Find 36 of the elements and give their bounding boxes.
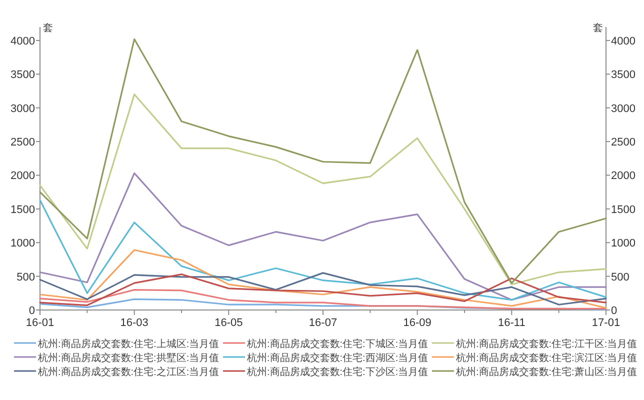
- y2label: 套: [593, 23, 603, 34]
- y2tick: 1000: [611, 238, 636, 250]
- legend-label: 杭州:商品房成交套数:住宅:滨江区:当月值: [456, 353, 638, 364]
- ytick: 3000: [10, 102, 35, 115]
- legend-label: 杭州:商品房成交套数:住宅:西湖区:当月值: [247, 353, 428, 364]
- y2tick: 2500: [611, 136, 636, 149]
- legend-label: 杭州:商品房成交套数:住宅:之江区:当月值: [38, 367, 220, 378]
- legend-label: 杭州:商品房成交套数:住宅:下沙区:当月值: [247, 367, 428, 378]
- y2tick: 3000: [611, 102, 636, 115]
- ytick: 2000: [10, 170, 35, 182]
- legend-label: 杭州:商品房成交套数:住宅:下城区:当月值: [247, 339, 428, 350]
- ytick: 1000: [10, 238, 35, 250]
- xtick: 16-07: [308, 317, 338, 329]
- legend-label: 杭州:商品房成交套数:住宅:萧山区:当月值: [456, 367, 638, 378]
- xtick: 17-01: [592, 317, 620, 329]
- y2tick: 0: [611, 305, 618, 317]
- ylabel: 套: [43, 23, 53, 34]
- legend-label: 杭州:商品房成交套数:住宅:拱墅区:当月值: [38, 353, 220, 364]
- ytick: 3500: [10, 69, 35, 82]
- xtick: 16-01: [26, 317, 54, 329]
- y2tick: 2000: [611, 170, 636, 182]
- ytick: 4000: [10, 35, 35, 48]
- xtick: 16-09: [403, 317, 432, 329]
- xtick: 16-05: [214, 317, 243, 329]
- legend-label: 杭州:商品房成交套数:住宅:上城区:当月值: [38, 339, 220, 350]
- legend-label: 杭州:商品房成交套数:住宅:江干区:当月值: [456, 339, 638, 350]
- y2tick: 3500: [611, 69, 636, 82]
- y2tick: 4000: [611, 35, 636, 48]
- ytick: 0: [28, 305, 35, 317]
- ytick: 2500: [10, 136, 35, 149]
- xtick: 16-03: [120, 317, 148, 329]
- ytick: 500: [16, 271, 35, 284]
- y2tick: 500: [611, 271, 630, 284]
- ytick: 1500: [10, 204, 35, 216]
- xtick: 16-11: [498, 317, 526, 329]
- y2tick: 1500: [611, 204, 636, 216]
